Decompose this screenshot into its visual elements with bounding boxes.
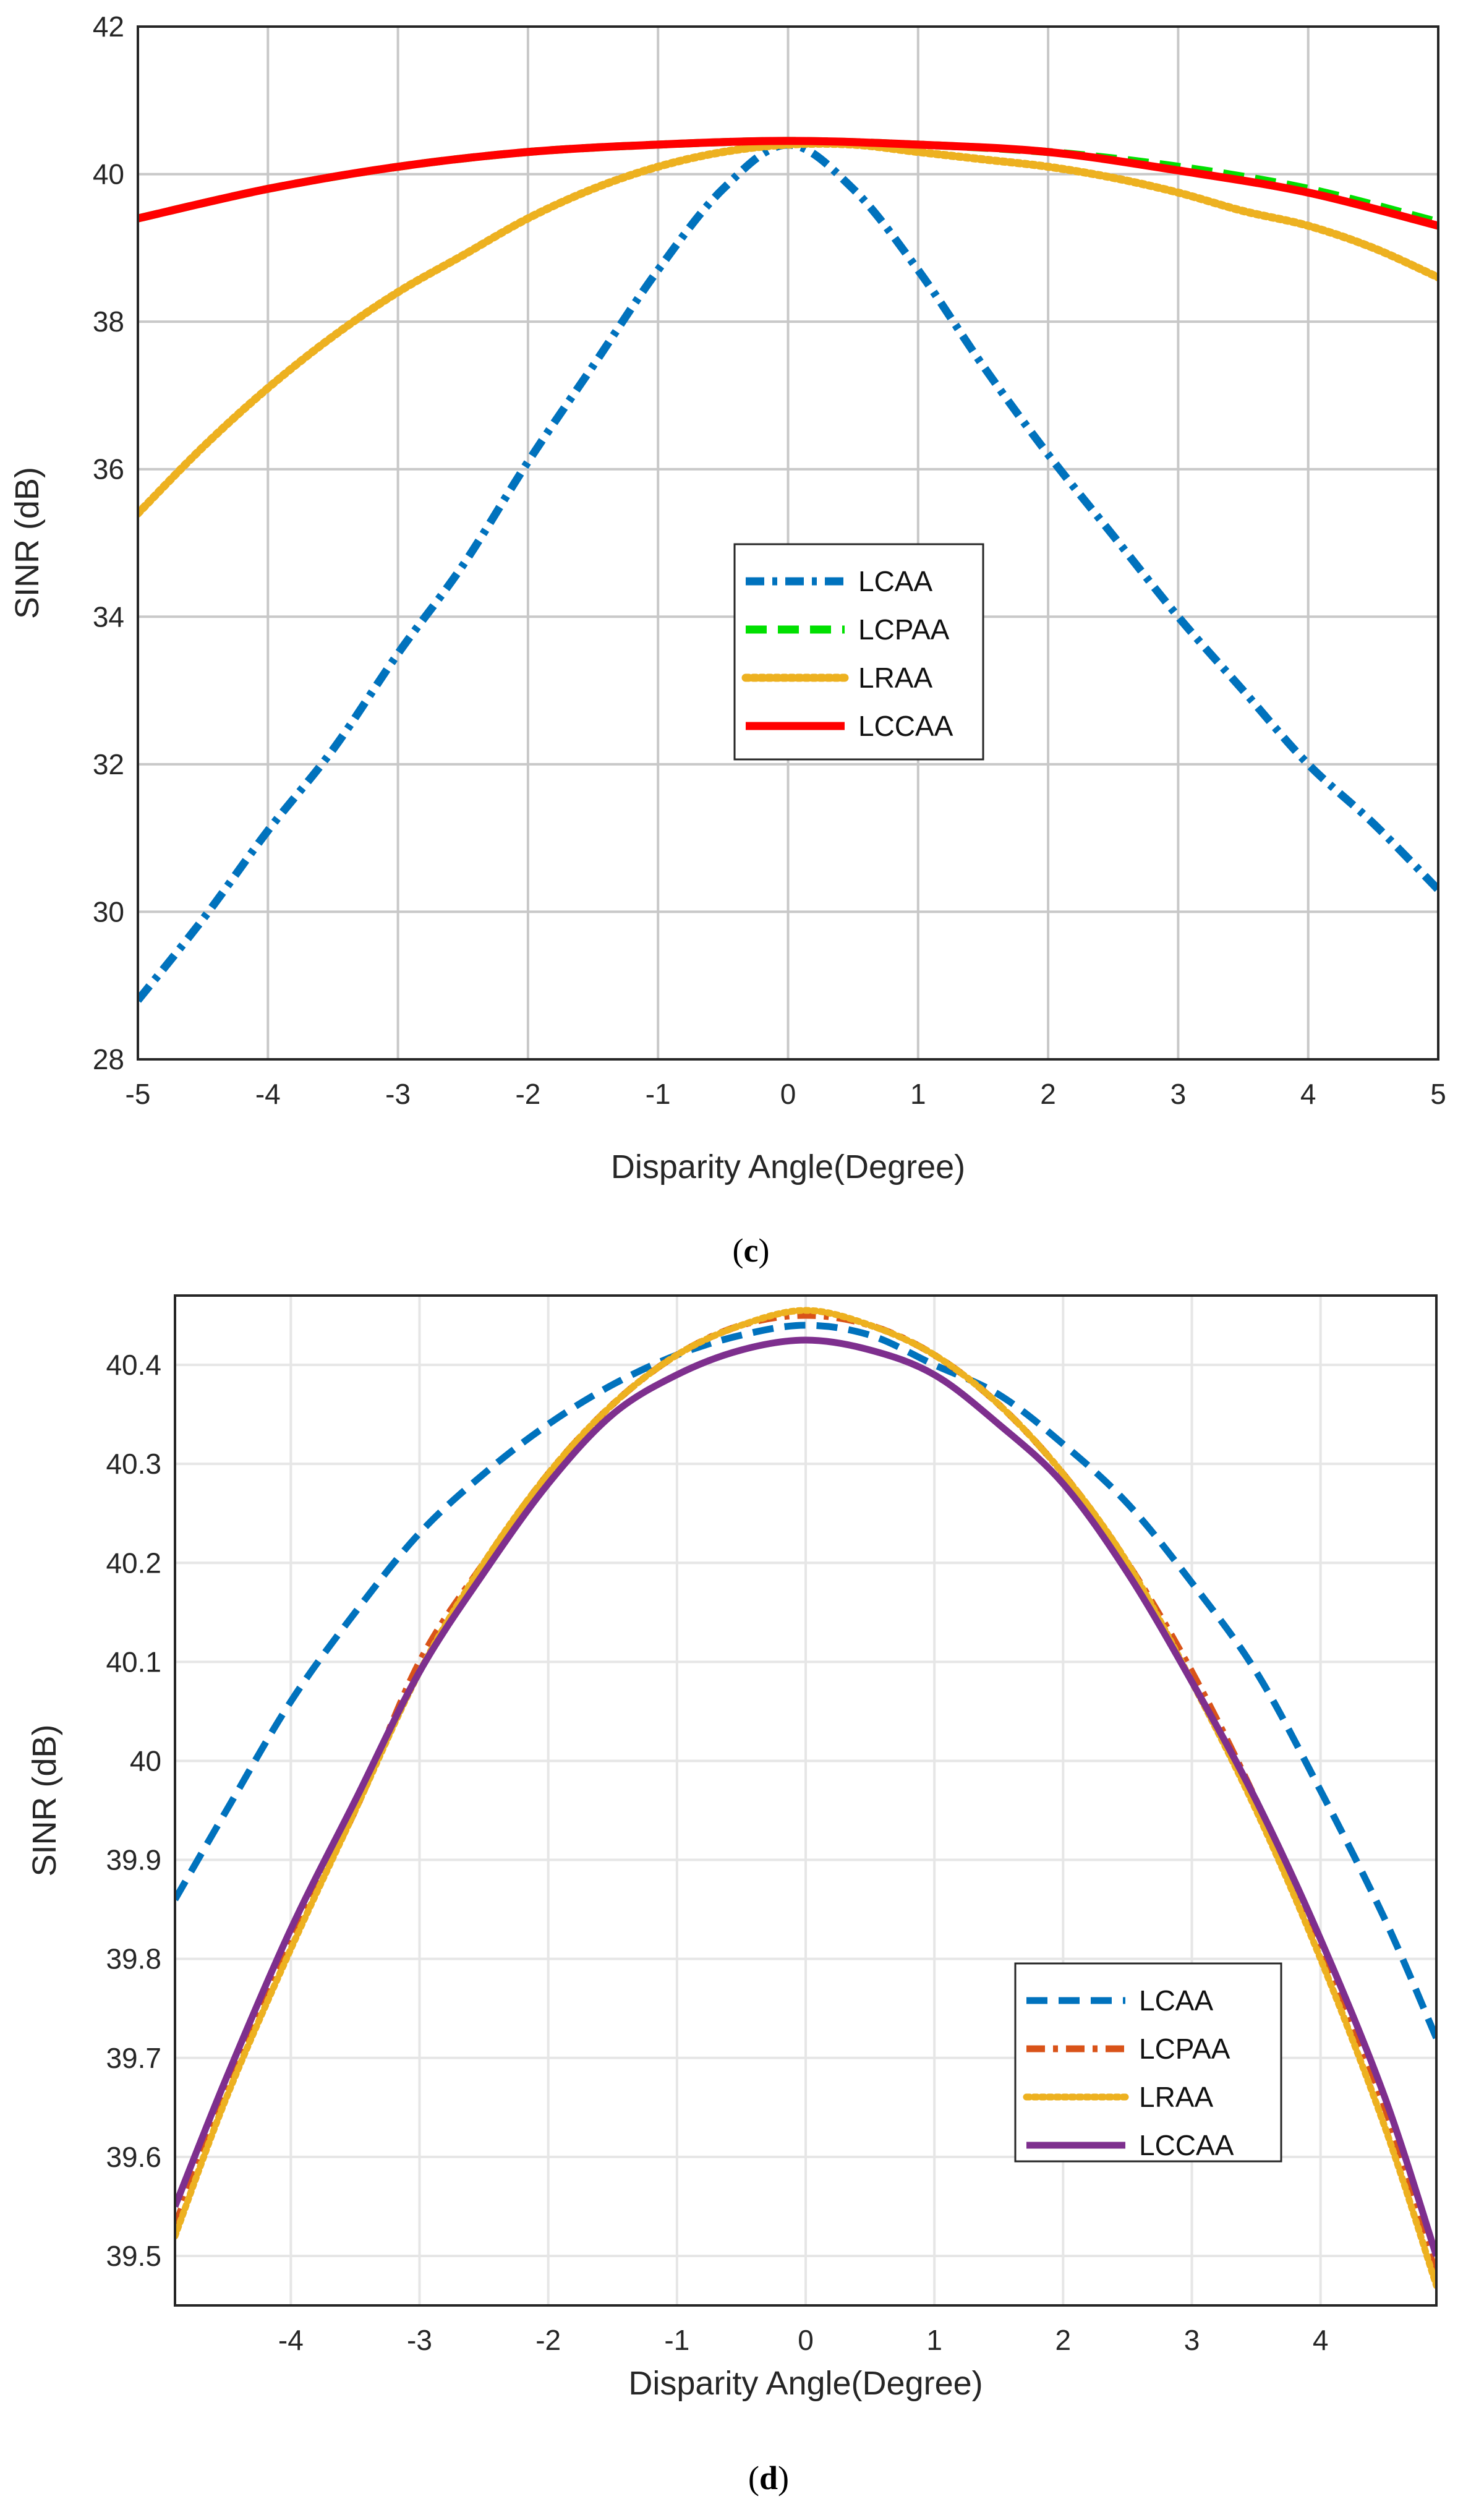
x-tick-label: 3 — [1170, 1078, 1187, 1110]
legend-label-lccaa: LCCAA — [1139, 2129, 1234, 2161]
legend-label-lcpaa: LCPAA — [1139, 2033, 1230, 2065]
y-tick-label: 40.1 — [106, 1646, 161, 1678]
figure-caption: (d) — [748, 2459, 789, 2497]
caption-letter: d — [759, 2459, 778, 2497]
series-line-lccaa — [175, 1336, 1436, 2257]
y-tick-label: 32 — [93, 748, 124, 780]
x-tick-label: -2 — [535, 2324, 561, 2356]
x-tick-label: -1 — [664, 2324, 689, 2356]
x-tick-label: -4 — [255, 1078, 281, 1110]
figure-caption: (c) — [733, 1232, 770, 1269]
x-tick-label: -1 — [646, 1078, 671, 1110]
x-tick-label: 3 — [1184, 2324, 1200, 2356]
series-line-lraa — [175, 1307, 1436, 2289]
y-tick-label: 42 — [93, 11, 124, 43]
series-line-lcaa — [175, 1322, 1436, 2039]
x-tick-label: 2 — [1040, 1078, 1056, 1110]
x-tick-label: 1 — [926, 2324, 942, 2356]
y-axis-label: SINR (dB) — [9, 467, 46, 619]
caption-letter: c — [744, 1232, 759, 1269]
legend-box — [1014, 1962, 1282, 2163]
legend-label-lcaa: LCAA — [858, 565, 932, 597]
series-group — [175, 1307, 1436, 2289]
x-tick-label: 5 — [1430, 1078, 1446, 1110]
axes-box — [137, 25, 1439, 1061]
y-tick-label: 40 — [130, 1745, 161, 1777]
caption-open: ( — [733, 1232, 744, 1269]
y-tick-label: 40.4 — [106, 1349, 161, 1381]
series-group — [138, 137, 1438, 1003]
legend-label-lcaa: LCAA — [1139, 1984, 1213, 2017]
caption-close: ) — [778, 2459, 789, 2497]
legend: LCAA LCPAA LRAA LCCAA — [733, 543, 984, 761]
y-tick-label: 40.3 — [106, 1448, 161, 1480]
x-tick-label: 1 — [910, 1078, 926, 1110]
legend-label-lcpaa: LCPAA — [858, 613, 950, 646]
series-line-lraa — [138, 139, 1438, 518]
x-tick-label: -3 — [385, 1078, 411, 1110]
chart-panel-d: -4 -3 -2 -1 0 1 2 3 4 39.5 39.6 39.7 39.8 39.9 40 40.1 4… — [26, 1294, 1438, 2497]
y-tick-label: 30 — [93, 895, 124, 928]
x-tick-label: 2 — [1055, 2324, 1072, 2356]
x-tick-label: -4 — [278, 2324, 304, 2356]
x-axis-label: Disparity Angle(Degree) — [611, 1148, 965, 1185]
caption-close: ) — [758, 1232, 769, 1269]
y-tick-label: 39.6 — [106, 2141, 161, 2173]
y-tick-label: 38 — [93, 305, 124, 338]
legend-label-lraa: LRAA — [858, 662, 932, 694]
y-tick-label: 36 — [93, 453, 124, 485]
x-tick-label: 0 — [798, 2324, 814, 2356]
x-axis-label: Disparity Angle(Degree) — [628, 2365, 983, 2402]
x-tick-label: 0 — [780, 1078, 796, 1110]
y-axis-label: SINR (dB) — [26, 1724, 63, 1876]
y-tick-label: 40 — [93, 158, 124, 190]
y-tick-label: 34 — [93, 600, 124, 633]
y-tick-label: 39.7 — [106, 2042, 161, 2074]
axes-box — [174, 1294, 1438, 2307]
x-tick-label: 4 — [1313, 2324, 1329, 2356]
x-tick-label: 4 — [1300, 1078, 1316, 1110]
x-tick-label: -2 — [515, 1078, 540, 1110]
x-tick-label: -5 — [126, 1078, 151, 1110]
y-tick-label: 28 — [93, 1043, 124, 1075]
caption-open: ( — [748, 2459, 759, 2497]
y-tick-label: 39.8 — [106, 1943, 161, 1975]
x-tick-label: -3 — [407, 2324, 432, 2356]
series-line-lccaa — [138, 137, 1438, 230]
legend-label-lccaa: LCCAA — [858, 710, 953, 742]
legend: LCAA LCPAA LRAA LCCAA — [1014, 1962, 1282, 2163]
chart-panel-c: -5 -4 -3 -2 -1 0 1 2 3 4 52830323436384042Disparit… — [9, 11, 1446, 1269]
y-tick-label: 39.5 — [106, 2240, 161, 2272]
y-tick-label: 39.9 — [106, 1844, 161, 1876]
y-tick-label: 40.2 — [106, 1547, 161, 1579]
legend-label-lraa: LRAA — [1139, 2081, 1213, 2113]
